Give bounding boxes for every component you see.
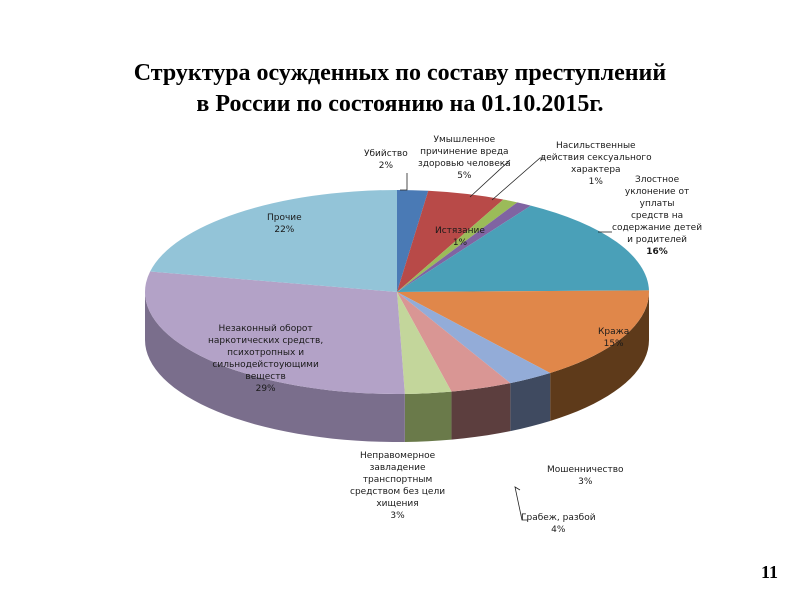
label-sexual-violence: Насильственные действия сексуального хар… — [540, 141, 652, 187]
label-vehicle-taking: Неправомерное завладение транспортным ср… — [350, 451, 446, 521]
title-line-1: Структура осужденных по составу преступл… — [133, 60, 667, 86]
pie-slice-4: Злостное уклонение от уплаты средств на … — [397, 205, 649, 292]
label-theft: Кража 15% — [598, 327, 630, 349]
title-line-2: в России по состоянию на 01.10.2015г. — [196, 91, 604, 117]
pie-side-walls — [145, 292, 649, 442]
slide-title: Структура осужденных по составу преступл… — [0, 58, 800, 120]
pie-top-surface: Убийство 2%Умышленное причинение вреда з… — [144, 190, 650, 394]
pie-slice-9: Незаконный оборот наркотических средств,… — [144, 271, 405, 394]
label-alimony-evasion: Злостное уклонение от уплаты средств на … — [612, 175, 703, 257]
pie-slice-0: Убийство 2% — [397, 190, 429, 292]
pie-slice-1: Умышленное причинение вреда здоровью чел… — [397, 190, 504, 292]
pie-side-8 — [404, 391, 452, 442]
pie-side-5 — [550, 292, 649, 421]
pie-slice-2: Истязание 1% — [397, 199, 518, 292]
pie-slice-7: Грабеж, разбой 4% — [397, 292, 511, 392]
pie-side-6 — [510, 373, 551, 432]
pie-slice-5: Кража 15% — [397, 290, 650, 373]
pie-side-9 — [145, 292, 405, 442]
pie-slice-10: Прочие 22% — [150, 190, 397, 292]
pie-slice-6: Мошенничество 3% — [397, 292, 551, 384]
leader-lines — [400, 157, 612, 521]
label-other: Прочие 22% — [267, 213, 302, 235]
pie-slice-8: Неправомерное завладение транспортным ср… — [397, 292, 452, 394]
pie-slice-3: Насильственные действия сексуального хар… — [397, 202, 531, 292]
label-torture: Истязание 1% — [435, 226, 485, 248]
pie-side-7 — [451, 383, 511, 440]
label-robbery: Грабеж, разбой 4% — [521, 513, 596, 535]
label-murder: Убийство 2% — [364, 149, 408, 171]
label-drug-trafficking: Незаконный оборот наркотических средств,… — [208, 324, 324, 394]
page-number: 11 — [760, 562, 778, 582]
label-bodily-harm: Умышленное причинение вреда здоровью чел… — [418, 135, 511, 181]
label-fraud: Мошенничество 3% — [547, 465, 624, 487]
